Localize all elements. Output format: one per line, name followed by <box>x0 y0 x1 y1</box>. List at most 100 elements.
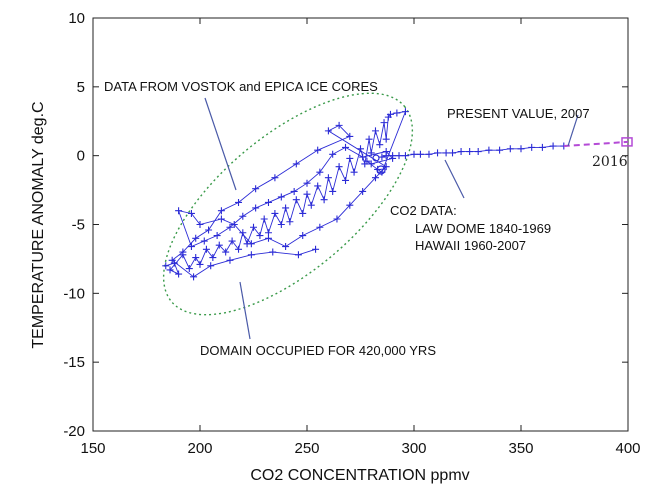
data-point <box>410 150 418 158</box>
data-point <box>200 237 208 245</box>
ice-core-series <box>162 108 409 281</box>
data-point <box>187 209 195 217</box>
data-point <box>213 232 221 240</box>
data-point <box>228 237 236 245</box>
pointer-ice-cores <box>204 97 237 191</box>
data-point <box>376 141 384 149</box>
data-point <box>333 215 341 223</box>
data-point <box>342 176 350 184</box>
data-point <box>442 149 450 157</box>
annotation-domain: DOMAIN OCCUPIED FOR 420,000 YRS <box>200 343 436 358</box>
extension-line <box>563 140 629 148</box>
data-point <box>179 248 187 256</box>
data-point <box>196 221 204 228</box>
data-point <box>346 132 354 140</box>
data-point <box>335 163 343 171</box>
tick-labels: 150 200 250 300 350 400 10 5 0 -5 -10 -15 -20 <box>63 10 640 457</box>
data-point <box>269 248 277 256</box>
x-tick-label: 300 <box>401 440 426 457</box>
x-axis-title: CO2 CONCENTRATION ppmv <box>250 467 469 484</box>
y-tick-label: -5 <box>72 217 85 234</box>
data-point <box>247 240 255 248</box>
data-point <box>264 234 272 242</box>
data-point <box>359 187 367 195</box>
data-point <box>316 168 324 176</box>
data-point <box>271 174 279 182</box>
data-point <box>192 234 200 242</box>
data-point <box>386 110 394 118</box>
data-point <box>235 198 243 206</box>
data-point <box>205 226 213 234</box>
domain-ellipse <box>162 92 414 316</box>
data-point <box>365 135 373 143</box>
data-point <box>286 218 294 226</box>
data-point <box>292 160 300 168</box>
data-point <box>209 254 217 262</box>
data-point <box>207 262 215 270</box>
data-point <box>314 182 322 190</box>
data-point <box>277 193 285 201</box>
data-point <box>371 174 379 182</box>
data-point <box>166 266 174 274</box>
data-point <box>303 190 311 198</box>
data-point <box>342 143 350 151</box>
data-point <box>226 256 234 264</box>
data-point <box>282 243 290 251</box>
y-tick-label: -15 <box>63 354 85 371</box>
pointer-domain <box>239 281 251 340</box>
data-point <box>190 273 198 281</box>
data-point <box>357 145 364 153</box>
annotation-ice-cores: DATA FROM VOSTOK and EPICA ICE CORES <box>104 79 378 94</box>
data-point <box>329 150 337 158</box>
data-point <box>185 265 193 273</box>
data-point <box>290 187 298 195</box>
data-point <box>324 127 332 135</box>
data-point <box>324 174 332 182</box>
data-point <box>363 157 371 165</box>
annotation-2016: 2016 <box>592 154 628 170</box>
data-point <box>192 254 200 262</box>
data-point <box>474 148 482 156</box>
y-tick-label: 5 <box>77 79 85 96</box>
data-point <box>252 185 260 193</box>
data-point <box>277 221 285 228</box>
y-tick-label: 10 <box>68 10 85 27</box>
data-point <box>260 215 268 223</box>
data-point <box>434 149 442 157</box>
data-point <box>247 251 255 259</box>
data-point <box>395 152 403 160</box>
y-axis-title: TEMPERATURE ANOMALY deg.C <box>30 101 47 348</box>
data-point <box>217 207 225 215</box>
data-point <box>367 149 375 157</box>
data-point <box>371 127 379 135</box>
data-point <box>282 204 290 212</box>
data-point <box>389 152 397 160</box>
annotation-hawaii: HAWAII 1960-2007 <box>415 238 526 253</box>
data-point <box>222 248 230 256</box>
data-point <box>382 152 390 160</box>
data-point <box>239 212 247 220</box>
data-point <box>506 145 514 153</box>
pointer-co2-data <box>444 159 465 199</box>
data-point <box>367 160 375 168</box>
data-point <box>346 201 354 209</box>
data-point <box>250 223 257 231</box>
data-point <box>393 109 401 117</box>
y-tick-label: -10 <box>63 285 85 302</box>
x-tick-label: 250 <box>294 440 319 457</box>
data-point <box>359 153 367 161</box>
data-point <box>496 146 504 154</box>
data-point <box>314 146 322 154</box>
data-point <box>196 260 204 268</box>
data-point <box>538 143 546 151</box>
data-point <box>299 232 307 240</box>
data-point <box>307 201 315 209</box>
ticks <box>92 17 629 432</box>
data-point <box>230 221 238 228</box>
data-point <box>425 150 433 158</box>
data-point <box>329 187 337 195</box>
data-point <box>292 196 300 204</box>
data-point <box>549 142 557 150</box>
annotation-present: PRESENT VALUE, 2007 <box>447 106 590 121</box>
